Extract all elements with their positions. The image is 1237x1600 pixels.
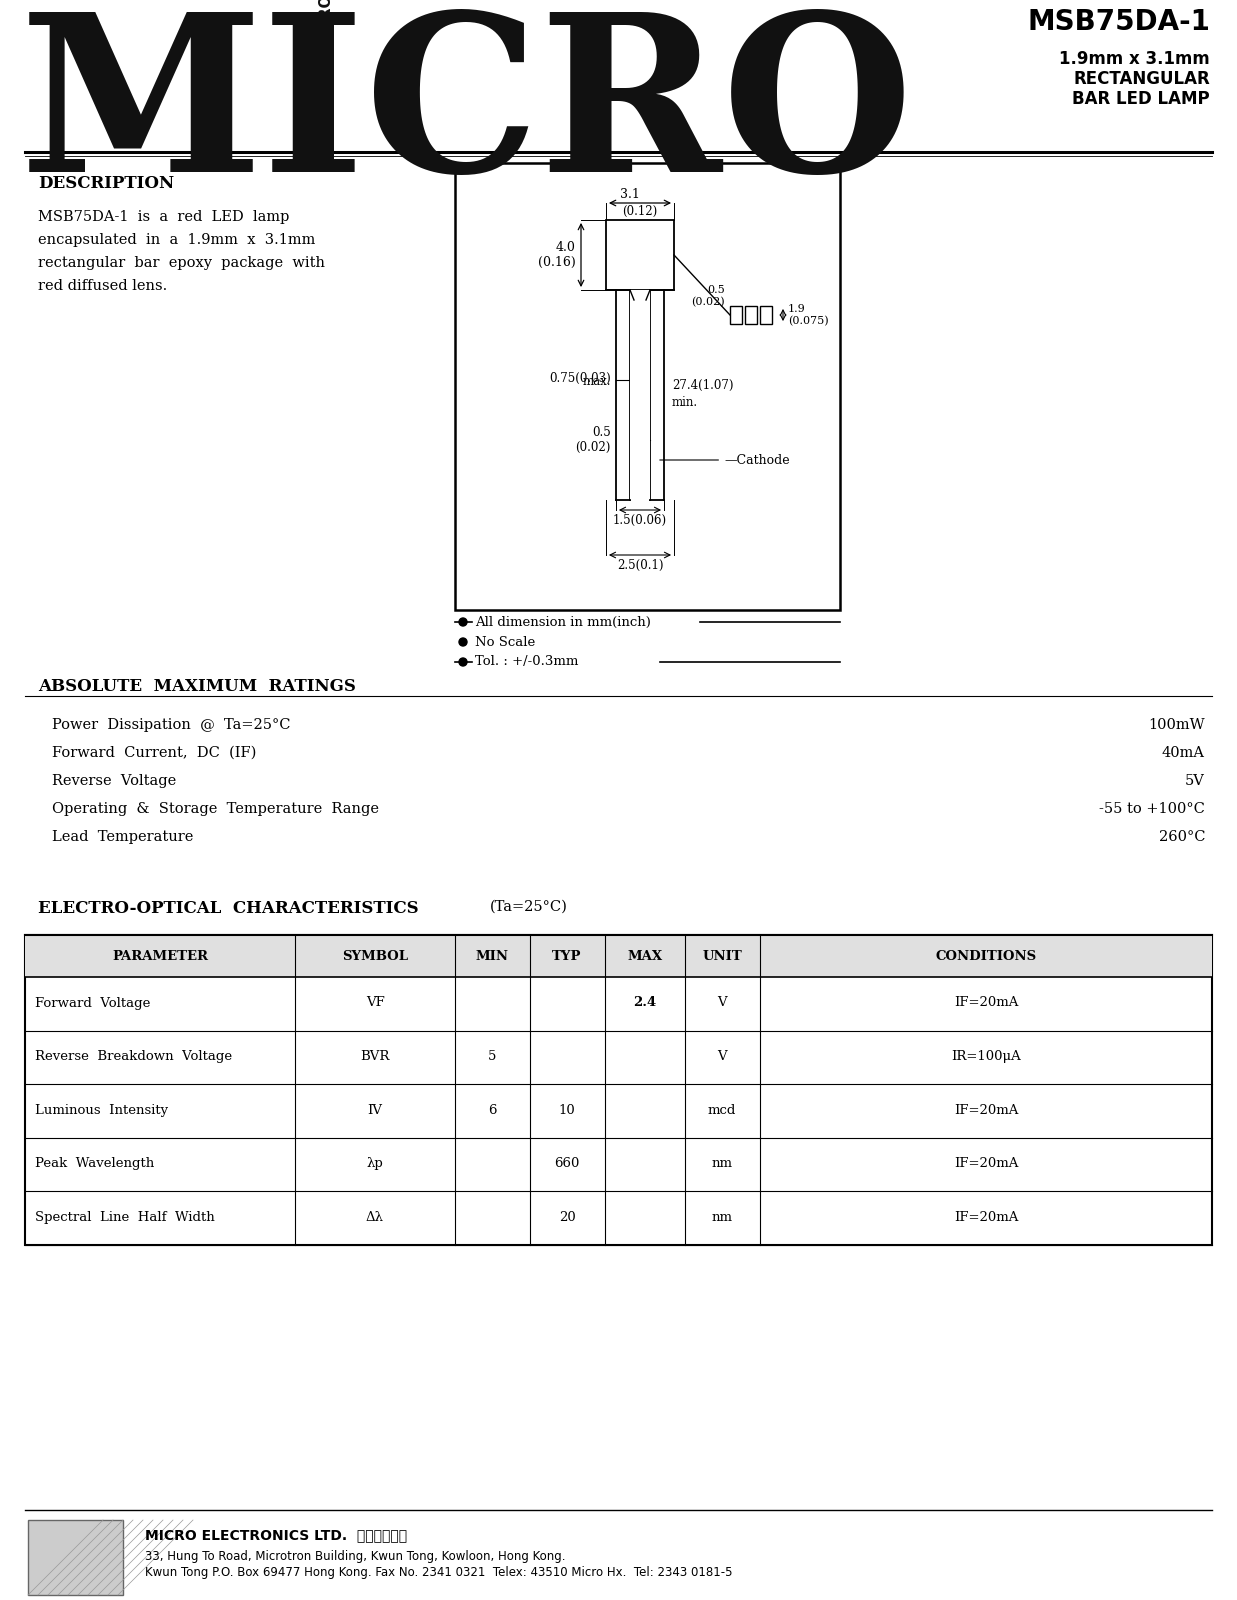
Text: 5: 5 xyxy=(487,1050,496,1062)
Text: IF=20mA: IF=20mA xyxy=(954,1104,1018,1117)
Text: rectangular  bar  epoxy  package  with: rectangular bar epoxy package with xyxy=(38,256,325,270)
Circle shape xyxy=(459,658,468,666)
Bar xyxy=(455,163,840,610)
Text: MICRO: MICRO xyxy=(20,5,914,218)
Text: BVR: BVR xyxy=(360,1050,390,1062)
Text: Kwun Tong P.O. Box 69477 Hong Kong. Fax No. 2341 0321  Telex: 43510 Micro Hx.  T: Kwun Tong P.O. Box 69477 Hong Kong. Fax … xyxy=(145,1566,732,1579)
Text: max.: max. xyxy=(583,374,611,387)
Text: V: V xyxy=(717,997,727,1010)
Text: No Scale: No Scale xyxy=(475,635,536,648)
Text: (Ta=25°C): (Ta=25°C) xyxy=(490,899,568,914)
Text: 0.5
(0.02): 0.5 (0.02) xyxy=(691,285,725,307)
Circle shape xyxy=(459,618,468,626)
Text: MAX: MAX xyxy=(627,949,663,963)
Text: min.: min. xyxy=(672,397,698,410)
Text: MSB75DA-1: MSB75DA-1 xyxy=(1027,8,1210,35)
Text: IR=100μA: IR=100μA xyxy=(951,1050,1021,1062)
Text: V: V xyxy=(717,1050,727,1062)
Text: Δλ: Δλ xyxy=(366,1211,383,1224)
Bar xyxy=(28,1520,122,1595)
Text: All dimension in mm(inch): All dimension in mm(inch) xyxy=(475,616,651,629)
Text: 0.5
(0.02): 0.5 (0.02) xyxy=(575,426,611,454)
Text: PARAMETER: PARAMETER xyxy=(113,949,208,963)
Text: ABSOLUTE  MAXIMUM  RATINGS: ABSOLUTE MAXIMUM RATINGS xyxy=(38,678,356,694)
Text: SYMBOL: SYMBOL xyxy=(341,949,408,963)
Bar xyxy=(745,306,757,323)
Text: MICRO ELECTRONICS LTD.  美科有限公司: MICRO ELECTRONICS LTD. 美科有限公司 xyxy=(145,1528,407,1542)
Text: Power  Dissipation  @  Ta=25°C: Power Dissipation @ Ta=25°C xyxy=(52,718,291,733)
Text: RECTANGULAR: RECTANGULAR xyxy=(1074,70,1210,88)
Text: Spectral  Line  Half  Width: Spectral Line Half Width xyxy=(35,1211,215,1224)
Circle shape xyxy=(459,638,468,646)
Text: λp: λp xyxy=(366,1157,383,1170)
Text: nm: nm xyxy=(711,1211,732,1224)
Text: ELECTRO-OPTICAL  CHARACTERISTICS: ELECTRO-OPTICAL CHARACTERISTICS xyxy=(38,899,418,917)
Text: 5V: 5V xyxy=(1185,774,1205,787)
Text: MSB75DA-1  is  a  red  LED  lamp: MSB75DA-1 is a red LED lamp xyxy=(38,210,289,224)
Text: Reverse  Breakdown  Voltage: Reverse Breakdown Voltage xyxy=(35,1050,233,1062)
Text: Forward  Voltage: Forward Voltage xyxy=(35,997,151,1010)
Text: Reverse  Voltage: Reverse Voltage xyxy=(52,774,176,787)
Bar xyxy=(760,306,772,323)
Text: ELECTRONICS: ELECTRONICS xyxy=(318,0,333,67)
Text: DESCRIPTION: DESCRIPTION xyxy=(38,174,174,192)
Text: IF=20mA: IF=20mA xyxy=(954,997,1018,1010)
Text: red diffused lens.: red diffused lens. xyxy=(38,278,167,293)
Text: 100mW: 100mW xyxy=(1148,718,1205,733)
Text: —Cathode: —Cathode xyxy=(659,453,789,467)
Text: 1.5(0.06): 1.5(0.06) xyxy=(614,514,667,526)
Text: Peak  Wavelength: Peak Wavelength xyxy=(35,1157,155,1170)
Text: Lead  Temperature: Lead Temperature xyxy=(52,830,193,845)
Text: 10: 10 xyxy=(559,1104,575,1117)
Bar xyxy=(25,934,1212,978)
Text: mcd: mcd xyxy=(708,1104,736,1117)
Text: 260°C: 260°C xyxy=(1159,830,1205,845)
Text: Tol. : +/-0.3mm: Tol. : +/-0.3mm xyxy=(475,656,579,669)
Text: 1.9mm x 3.1mm: 1.9mm x 3.1mm xyxy=(1059,50,1210,67)
Text: MIN: MIN xyxy=(475,949,508,963)
Text: 3.1: 3.1 xyxy=(620,187,640,202)
Text: 0.75(0.03): 0.75(0.03) xyxy=(549,371,611,386)
Text: 4.0
(0.16): 4.0 (0.16) xyxy=(538,242,576,269)
Text: 33, Hung To Road, Microtron Building, Kwun Tong, Kowloon, Hong Kong.: 33, Hung To Road, Microtron Building, Kw… xyxy=(145,1550,565,1563)
Bar xyxy=(606,219,674,290)
Text: 2.4: 2.4 xyxy=(633,997,657,1010)
Text: -55 to +100°C: -55 to +100°C xyxy=(1100,802,1205,816)
Text: nm: nm xyxy=(711,1157,732,1170)
Text: IF=20mA: IF=20mA xyxy=(954,1211,1018,1224)
Text: 40mA: 40mA xyxy=(1162,746,1205,760)
Text: 660: 660 xyxy=(554,1157,580,1170)
Bar xyxy=(730,306,742,323)
Text: 6: 6 xyxy=(487,1104,496,1117)
Text: UNIT: UNIT xyxy=(703,949,742,963)
Bar xyxy=(630,290,649,499)
Text: encapsulated  in  a  1.9mm  x  3.1mm: encapsulated in a 1.9mm x 3.1mm xyxy=(38,234,315,246)
Text: Luminous  Intensity: Luminous Intensity xyxy=(35,1104,168,1117)
Text: (0.12): (0.12) xyxy=(622,205,658,218)
Text: 20: 20 xyxy=(559,1211,575,1224)
Text: Forward  Current,  DC  (IF): Forward Current, DC (IF) xyxy=(52,746,256,760)
Text: Operating  &  Storage  Temperature  Range: Operating & Storage Temperature Range xyxy=(52,802,379,816)
Text: 1.9
(0.075): 1.9 (0.075) xyxy=(788,304,829,326)
Text: VF: VF xyxy=(366,997,385,1010)
Text: 27.4(1.07): 27.4(1.07) xyxy=(672,379,734,392)
Text: IF=20mA: IF=20mA xyxy=(954,1157,1018,1170)
Bar xyxy=(25,934,1212,1245)
Text: TYP: TYP xyxy=(552,949,581,963)
Text: IV: IV xyxy=(367,1104,382,1117)
Text: 2.5(0.1): 2.5(0.1) xyxy=(617,558,663,573)
Text: CONDITIONS: CONDITIONS xyxy=(935,949,1037,963)
Text: BAR LED LAMP: BAR LED LAMP xyxy=(1072,90,1210,109)
